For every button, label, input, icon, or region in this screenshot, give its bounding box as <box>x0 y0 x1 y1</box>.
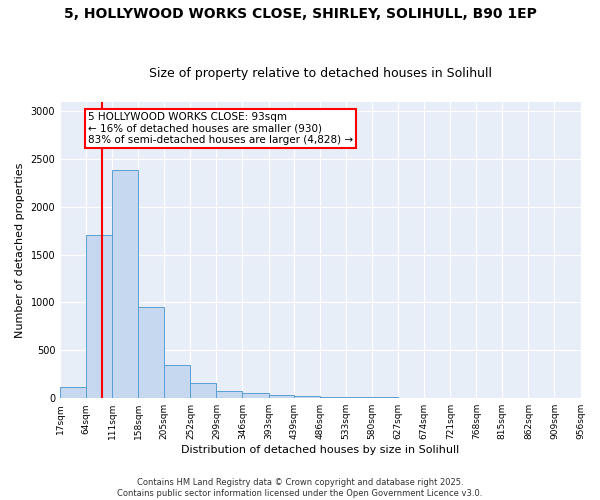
Bar <box>60 386 86 398</box>
Bar <box>86 236 112 398</box>
Text: 5, HOLLYWOOD WORKS CLOSE, SHIRLEY, SOLIHULL, B90 1EP: 5, HOLLYWOOD WORKS CLOSE, SHIRLEY, SOLIH… <box>64 8 536 22</box>
Bar <box>217 390 242 398</box>
Bar <box>112 170 138 398</box>
Bar <box>269 396 294 398</box>
Y-axis label: Number of detached properties: Number of detached properties <box>15 162 25 338</box>
Bar <box>164 364 190 398</box>
Text: Contains HM Land Registry data © Crown copyright and database right 2025.
Contai: Contains HM Land Registry data © Crown c… <box>118 478 482 498</box>
Text: 5 HOLLYWOOD WORKS CLOSE: 93sqm
← 16% of detached houses are smaller (930)
83% of: 5 HOLLYWOOD WORKS CLOSE: 93sqm ← 16% of … <box>88 112 353 145</box>
Bar <box>138 308 164 398</box>
Bar <box>190 384 217 398</box>
X-axis label: Distribution of detached houses by size in Solihull: Distribution of detached houses by size … <box>181 445 460 455</box>
Bar <box>320 397 346 398</box>
Title: Size of property relative to detached houses in Solihull: Size of property relative to detached ho… <box>149 66 492 80</box>
Bar <box>242 394 269 398</box>
Bar <box>294 396 320 398</box>
